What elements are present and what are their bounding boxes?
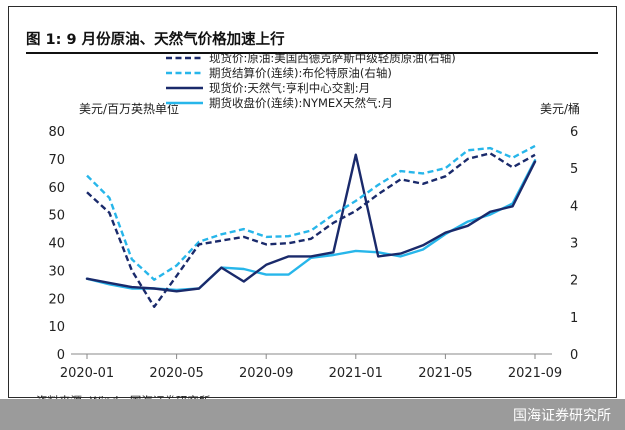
legend-label-0: 现货价:原油:美国西德克萨斯中级轻质原油(右轴) xyxy=(209,51,456,65)
x-tick-label: 2021-09 xyxy=(508,366,562,381)
right-tick-label: 4 xyxy=(570,199,578,214)
x-tick-label: 2020-05 xyxy=(149,366,203,381)
axes: 0 10 20 30 40 50 60 70 80 0 1 2 3 4 5 6 美元/百万英热单位 美元/桶 202… xyxy=(48,101,580,381)
legend: 现货价:原油:美国西德克萨斯中级轻质原油(右轴)期货结算价(连续):布伦特原油(… xyxy=(166,51,456,110)
x-tick-label: 2021-05 xyxy=(418,366,472,381)
footer-brand: 国海证券研究所 xyxy=(513,408,611,424)
legend-label-2: 现货价:天然气:亨利中心交割:月 xyxy=(209,81,370,95)
legend-label-3: 期货收盘价(连续):NYMEX天然气:月 xyxy=(209,96,393,110)
legend-label-1: 期货结算价(连续):布伦特原油(右轴) xyxy=(209,66,392,80)
right-axis-label: 美元/桶 xyxy=(540,101,580,116)
x-tick-label: 2020-01 xyxy=(60,366,114,381)
figure-title: 图 1: 9 月份原油、天然气价格加速上行 xyxy=(26,32,285,48)
right-tick-label: 1 xyxy=(570,311,578,326)
left-tick-label: 50 xyxy=(48,209,65,224)
right-tick-label: 3 xyxy=(570,237,578,252)
right-tick-label: 2 xyxy=(570,274,578,289)
series-line-1 xyxy=(86,144,536,281)
title-rule xyxy=(26,52,598,54)
series-line-2 xyxy=(85,153,537,293)
left-tick-label: 0 xyxy=(57,348,65,363)
x-tick-label: 2021-01 xyxy=(329,366,383,381)
left-tick-label: 10 xyxy=(48,320,65,335)
line-chart: 0 10 20 30 40 50 60 70 80 0 1 2 3 4 5 6 美元/百万英热单位 美元/桶 202… xyxy=(48,51,580,381)
left-tick-label: 70 xyxy=(48,153,65,168)
series-lines xyxy=(85,144,537,308)
footer-band xyxy=(0,399,625,430)
x-tick-label: 2020-09 xyxy=(239,366,293,381)
left-tick-label: 30 xyxy=(48,264,65,279)
right-tick-label: 0 xyxy=(570,348,578,363)
left-axis-label: 美元/百万英热单位 xyxy=(79,101,179,116)
right-tick-label: 6 xyxy=(570,125,578,140)
left-tick-label: 40 xyxy=(48,237,65,252)
left-tick-label: 60 xyxy=(48,181,65,196)
series-line-0 xyxy=(86,152,536,308)
left-tick-label: 20 xyxy=(48,292,65,307)
left-tick-label: 80 xyxy=(48,125,65,140)
right-tick-label: 5 xyxy=(570,162,578,177)
